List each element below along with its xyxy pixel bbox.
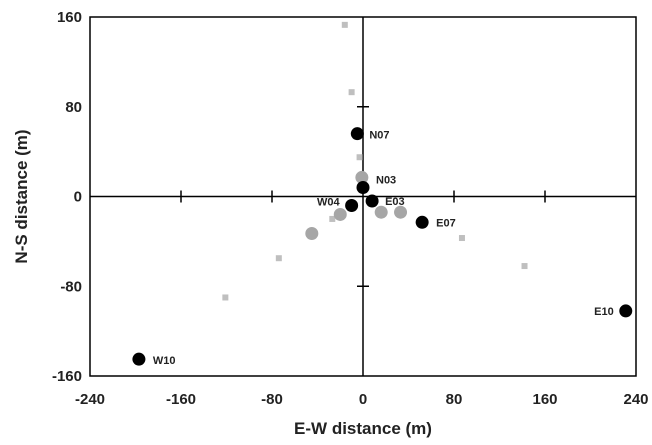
- data-point-black-circle: [365, 194, 379, 208]
- point-label: W10: [153, 355, 176, 367]
- data-point-grey-circle: [305, 227, 319, 241]
- data-point-black-circle: [619, 304, 633, 318]
- point-label: E10: [594, 306, 614, 318]
- data-point-grey-circle: [374, 205, 388, 219]
- data-point-square: [458, 235, 465, 242]
- data-point-square: [356, 154, 363, 161]
- data-point-square: [341, 21, 348, 28]
- y-axis-title: N-S distance (m): [12, 129, 31, 263]
- x-tick-label: 240: [623, 391, 648, 408]
- point-label: N07: [369, 130, 389, 142]
- data-point-black-circle: [415, 215, 429, 229]
- x-axis-title: E-W distance (m): [294, 419, 432, 438]
- point-label: N03: [376, 175, 396, 187]
- point-label: E03: [385, 196, 405, 208]
- y-tick-label: 80: [65, 99, 82, 116]
- data-point-grey-circle: [355, 170, 369, 184]
- point-label: W04: [317, 196, 341, 208]
- data-point-grey-circle: [394, 205, 408, 219]
- x-tick-label: 80: [446, 391, 463, 408]
- data-point-black-circle: [132, 352, 146, 366]
- x-tick-label: 160: [532, 391, 557, 408]
- data-point-black-circle: [356, 181, 370, 195]
- data-point-square: [275, 255, 282, 262]
- x-tick-label: 0: [359, 391, 367, 408]
- data-point-black-circle: [350, 127, 364, 141]
- data-point-square: [329, 215, 336, 222]
- y-tick-label: -160: [52, 368, 82, 385]
- data-point-square: [222, 294, 229, 301]
- x-tick-label: -80: [261, 391, 283, 408]
- point-label: E07: [436, 217, 456, 229]
- data-point-square: [348, 89, 355, 96]
- x-tick-label: -240: [75, 391, 105, 408]
- y-tick-label: 0: [74, 189, 82, 206]
- x-tick-label: -160: [166, 391, 196, 408]
- y-tick-label: 160: [57, 9, 82, 26]
- data-point-square: [521, 263, 528, 270]
- data-point-black-circle: [345, 198, 359, 212]
- data-point-grey-circle: [333, 207, 347, 221]
- y-tick-label: -80: [60, 278, 82, 295]
